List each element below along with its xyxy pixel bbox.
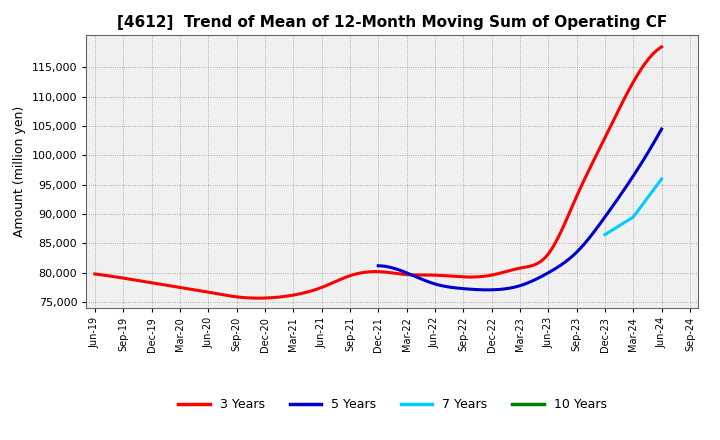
Y-axis label: Amount (million yen): Amount (million yen): [13, 106, 27, 237]
Legend: 3 Years, 5 Years, 7 Years, 10 Years: 3 Years, 5 Years, 7 Years, 10 Years: [174, 393, 611, 416]
Title: [4612]  Trend of Mean of 12-Month Moving Sum of Operating CF: [4612] Trend of Mean of 12-Month Moving …: [117, 15, 667, 30]
